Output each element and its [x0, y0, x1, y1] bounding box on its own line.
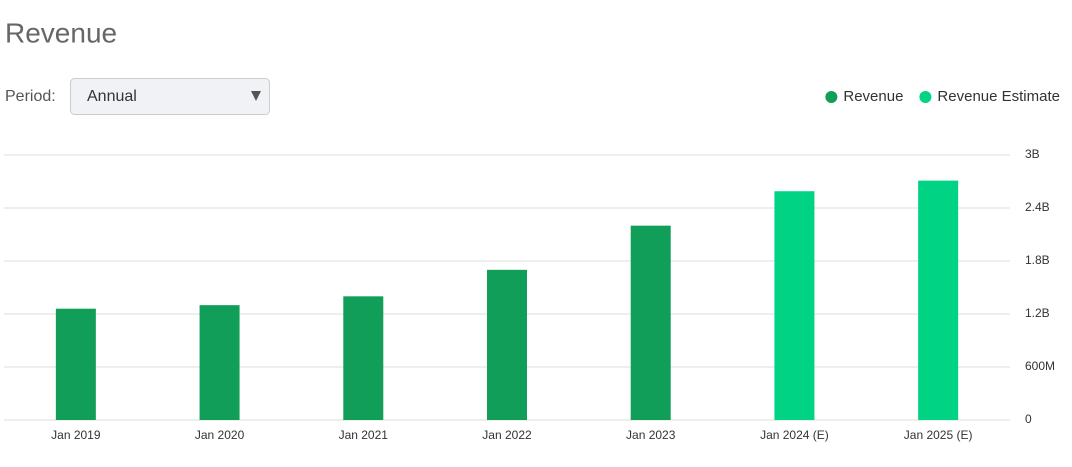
dropdown-value[interactable]: Annual [87, 88, 137, 105]
x-tick-label: Jan 2021 [339, 428, 389, 442]
y-tick-label: 1.8B [1025, 253, 1050, 267]
bar [630, 225, 671, 420]
legend-label: Revenue [843, 88, 903, 105]
period-label: Period: [5, 88, 56, 105]
legend-marker [825, 91, 838, 103]
legend-marker [919, 91, 932, 103]
x-tick-label: Jan 2019 [51, 428, 101, 442]
bar [918, 180, 959, 420]
legend-label: Revenue Estimate [937, 88, 1060, 105]
bar [199, 305, 240, 420]
x-tick-label: Jan 2022 [482, 428, 532, 442]
y-tick-label: 3B [1025, 147, 1040, 161]
dropdown-arrow[interactable] [251, 91, 261, 101]
bar [487, 269, 527, 420]
x-tick-label: Jan 2020 [195, 428, 245, 442]
bar [343, 296, 384, 420]
y-tick-label: 600M [1025, 359, 1055, 373]
bar [774, 191, 815, 420]
y-tick-label: 2.4B [1025, 200, 1050, 214]
period-dropdown[interactable]: Annual [70, 78, 270, 115]
y-tick-label: 0 [1025, 412, 1032, 426]
dropdown-box[interactable] [70, 78, 270, 115]
chart-title: Revenue [5, 17, 117, 48]
y-tick-label: 1.2B [1025, 306, 1050, 320]
bar [55, 308, 96, 420]
x-tick-label: Jan 2024 (E) [760, 428, 829, 442]
x-tick-label: Jan 2023 [626, 428, 676, 442]
x-tick-label: Jan 2025 (E) [904, 428, 973, 442]
